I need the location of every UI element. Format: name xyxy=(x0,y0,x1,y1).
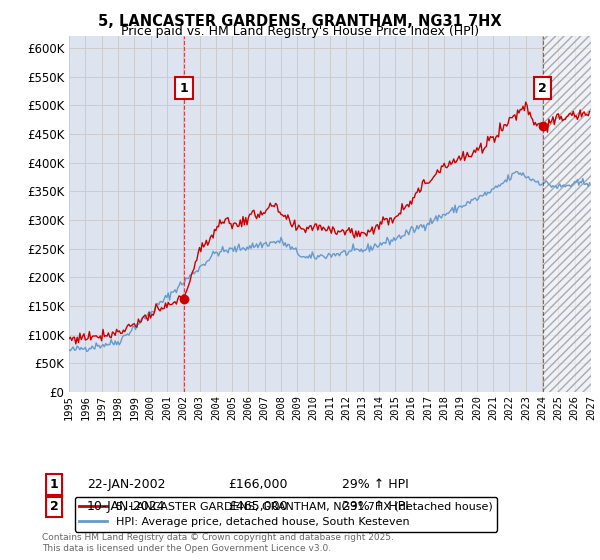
Text: 10-JAN-2024: 10-JAN-2024 xyxy=(87,500,166,514)
Text: 2: 2 xyxy=(538,82,547,95)
Text: £166,000: £166,000 xyxy=(228,478,287,491)
Text: Contains HM Land Registry data © Crown copyright and database right 2025.
This d: Contains HM Land Registry data © Crown c… xyxy=(42,533,394,553)
Text: Price paid vs. HM Land Registry's House Price Index (HPI): Price paid vs. HM Land Registry's House … xyxy=(121,25,479,38)
Bar xyxy=(542,36,591,392)
Legend: 5, LANCASTER GARDENS, GRANTHAM, NG31 7HX (detached house), HPI: Average price, d: 5, LANCASTER GARDENS, GRANTHAM, NG31 7HX… xyxy=(74,497,497,531)
Bar xyxy=(542,36,591,392)
Text: 2: 2 xyxy=(50,500,58,514)
Text: 29% ↑ HPI: 29% ↑ HPI xyxy=(342,478,409,491)
Text: 5, LANCASTER GARDENS, GRANTHAM, NG31 7HX: 5, LANCASTER GARDENS, GRANTHAM, NG31 7HX xyxy=(98,14,502,29)
Text: 22-JAN-2002: 22-JAN-2002 xyxy=(87,478,166,491)
Text: 1: 1 xyxy=(179,82,188,95)
Text: £465,000: £465,000 xyxy=(228,500,287,514)
Text: 29% ↑ HPI: 29% ↑ HPI xyxy=(342,500,409,514)
Text: 1: 1 xyxy=(50,478,58,491)
